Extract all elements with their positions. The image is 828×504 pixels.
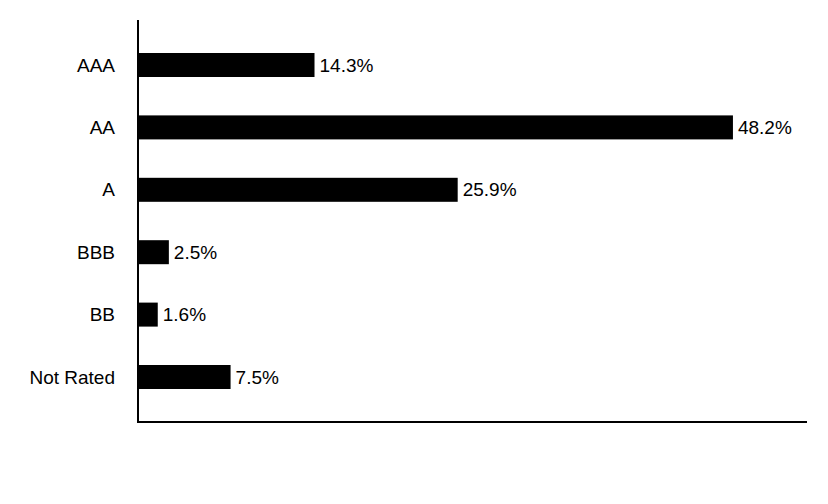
category-label: BB xyxy=(90,304,115,325)
data-label: 7.5% xyxy=(236,367,279,388)
category-label: BBB xyxy=(77,242,115,263)
bars xyxy=(138,53,733,389)
bar xyxy=(138,303,158,327)
bar xyxy=(138,53,315,77)
bar xyxy=(138,365,231,389)
data-label: 2.5% xyxy=(174,242,217,263)
bar xyxy=(138,115,733,139)
data-label: 48.2% xyxy=(738,117,792,138)
data-label: 25.9% xyxy=(463,179,517,200)
category-label: AAA xyxy=(77,55,115,76)
category-label: Not Rated xyxy=(29,367,115,388)
data-label: 14.3% xyxy=(320,55,374,76)
bar xyxy=(138,240,169,264)
category-label: AA xyxy=(90,117,116,138)
bar xyxy=(138,178,458,202)
chart: AAAAAABBBBBNot Rated14.3%48.2%25.9%2.5%1… xyxy=(0,0,828,504)
y-axis xyxy=(137,20,139,422)
category-label: A xyxy=(102,179,115,200)
data-label: 1.6% xyxy=(163,304,206,325)
x-axis xyxy=(137,421,807,423)
